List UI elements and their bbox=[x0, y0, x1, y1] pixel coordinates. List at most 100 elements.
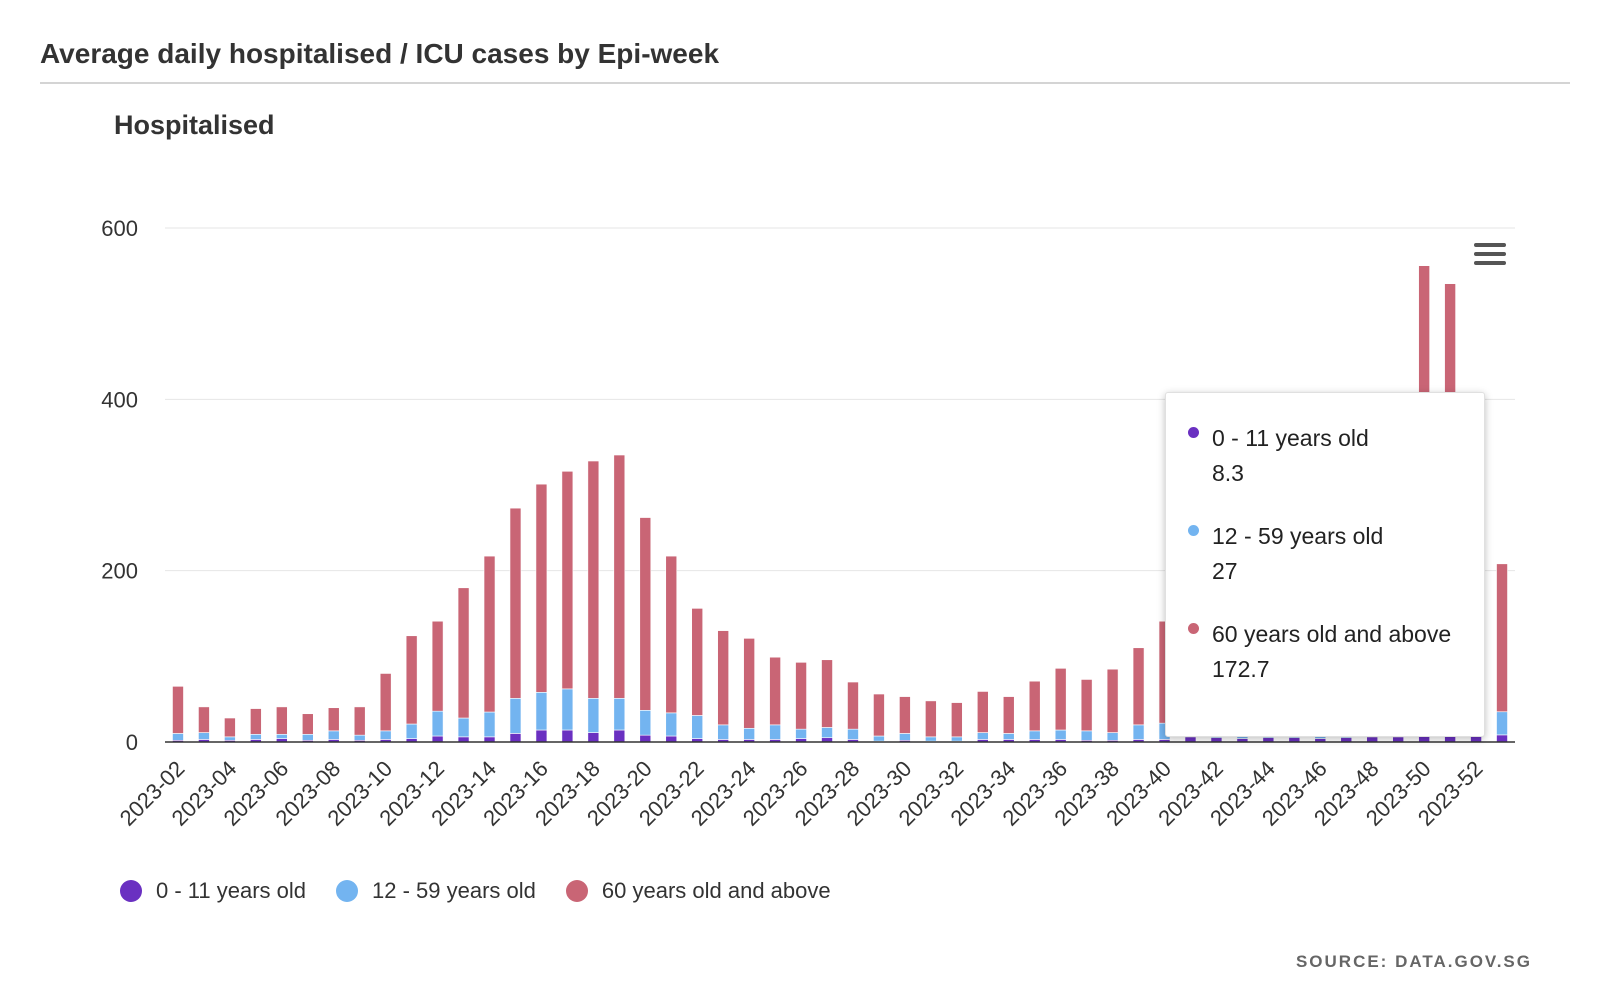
bar-2023-29-series-2 bbox=[873, 693, 885, 737]
bar-2023-13-series-1 bbox=[457, 717, 470, 738]
bar-2023-08-series-1 bbox=[327, 730, 340, 740]
bar-2023-20-series-1 bbox=[639, 710, 652, 736]
hamburger-menu-icon[interactable] bbox=[1474, 243, 1506, 269]
bar-2023-53-series-2 bbox=[1496, 563, 1508, 713]
bar-2023-31-series-1 bbox=[925, 736, 937, 742]
bar-2023-09-series-1 bbox=[353, 734, 366, 741]
legend-item-60-above[interactable]: 60 years old and above bbox=[565, 878, 831, 904]
bar-2023-11-series-2 bbox=[405, 635, 418, 725]
bar-2023-02-series-1 bbox=[172, 733, 184, 741]
bar-2023-20-series-2 bbox=[639, 517, 652, 711]
bar-2023-27-series-2 bbox=[821, 659, 833, 728]
bar-2023-05-series-2 bbox=[250, 708, 262, 735]
bar-2023-18-series-1 bbox=[587, 698, 600, 733]
y-tick-label: 600 bbox=[101, 216, 138, 241]
bar-2023-03-series-2 bbox=[198, 706, 210, 733]
bar-2023-39-series-1 bbox=[1132, 724, 1145, 740]
bar-2023-29-series-1 bbox=[873, 735, 885, 742]
bar-2023-22-series-1 bbox=[691, 715, 704, 739]
tooltip-item-0-11: 0 - 11 years old 8.3 bbox=[1188, 421, 1484, 491]
bar-2023-09-series-2 bbox=[353, 706, 366, 736]
bar-2023-37-series-2 bbox=[1080, 679, 1093, 732]
bar-2023-16-series-0 bbox=[535, 729, 548, 743]
y-tick-label: 200 bbox=[101, 559, 138, 584]
bar-2023-17-series-1 bbox=[561, 688, 574, 731]
tooltip-dot-0-11 bbox=[1188, 427, 1199, 438]
bar-2023-38-series-1 bbox=[1106, 732, 1119, 741]
y-tick-label: 400 bbox=[101, 387, 138, 412]
tooltip-item-60-above: 60 years old and above 172.7 bbox=[1188, 617, 1484, 687]
bar-2023-34-series-1 bbox=[1002, 733, 1015, 740]
bar-2023-48-series-0 bbox=[1366, 736, 1379, 743]
tooltip-label: 60 years old and above bbox=[1212, 621, 1452, 647]
bar-2023-14-series-2 bbox=[483, 555, 496, 713]
y-axis: 0 200 400 600 bbox=[101, 216, 138, 755]
bar-2023-53-series-1 bbox=[1496, 711, 1508, 736]
legend-item-12-59[interactable]: 12 - 59 years old bbox=[336, 878, 536, 904]
x-axis: 2023-022023-042023-062023-082023-102023-… bbox=[115, 741, 1515, 831]
bar-2023-11-series-1 bbox=[405, 723, 418, 739]
bar-2023-41-series-0 bbox=[1184, 736, 1197, 743]
bar-2023-13-series-2 bbox=[457, 587, 470, 719]
bar-2023-06-series-1 bbox=[276, 733, 288, 739]
bar-2023-14-series-0 bbox=[483, 736, 496, 743]
bar-2023-02-series-2 bbox=[172, 686, 184, 734]
bar-2023-37-series-1 bbox=[1080, 730, 1093, 741]
bar-2023-15-series-2 bbox=[509, 507, 522, 699]
bar-2023-36-series-1 bbox=[1054, 729, 1067, 740]
bar-2023-12-series-1 bbox=[431, 710, 444, 737]
bar-2023-34-series-2 bbox=[1002, 696, 1015, 734]
tooltip-value: 172.7 bbox=[1212, 656, 1270, 682]
bar-2023-22-series-2 bbox=[691, 608, 704, 716]
source-credit: SOURCE: DATA.GOV.SG bbox=[1295, 952, 1532, 971]
bar-2023-13-series-0 bbox=[457, 736, 470, 743]
bar-2023-23-series-2 bbox=[717, 630, 729, 726]
bar-2023-36-series-2 bbox=[1054, 668, 1067, 731]
bar-2023-21-series-0 bbox=[665, 735, 678, 743]
bar-2023-10-series-2 bbox=[379, 673, 392, 732]
bar-2023-20-series-0 bbox=[639, 734, 652, 743]
legend-label: 0 - 11 years old bbox=[156, 878, 307, 903]
chart-subtitle: Hospitalised bbox=[114, 110, 275, 140]
bar-2023-19-series-1 bbox=[613, 698, 626, 731]
bar-2023-21-series-2 bbox=[665, 555, 678, 714]
tooltip-value: 8.3 bbox=[1212, 460, 1244, 486]
legend-dot-12-59 bbox=[336, 880, 359, 902]
bar-2023-19-series-0 bbox=[613, 729, 626, 743]
bar-2023-08-series-2 bbox=[327, 707, 340, 732]
bar-2023-03-series-1 bbox=[198, 732, 210, 740]
legend-dot-60-above bbox=[565, 880, 588, 902]
legend-label: 60 years old and above bbox=[601, 878, 831, 903]
bar-2023-07-series-2 bbox=[301, 713, 314, 735]
bar-2023-17-series-2 bbox=[561, 470, 574, 690]
bar-2023-04-series-1 bbox=[224, 736, 236, 741]
tooltip: 0 - 11 years old 8.3 12 - 59 years old 2… bbox=[1165, 392, 1485, 737]
bar-2023-17-series-0 bbox=[561, 729, 574, 743]
bar-2023-25-series-1 bbox=[769, 724, 781, 740]
bar-2023-31-series-2 bbox=[925, 700, 937, 738]
bar-2023-18-series-0 bbox=[587, 732, 600, 743]
bar-2023-18-series-2 bbox=[587, 460, 600, 699]
y-tick-label: 0 bbox=[126, 730, 138, 755]
legend-label: 12 - 59 years old bbox=[372, 878, 536, 903]
bar-2023-25-series-2 bbox=[769, 656, 781, 726]
tooltip-dot-12-59 bbox=[1188, 525, 1199, 536]
legend-item-0-11[interactable]: 0 - 11 years old bbox=[120, 878, 306, 904]
bar-2023-38-series-2 bbox=[1106, 668, 1119, 733]
bar-2023-07-series-1 bbox=[301, 733, 314, 741]
bar-2023-15-series-0 bbox=[509, 733, 522, 743]
bar-2023-14-series-1 bbox=[483, 711, 496, 738]
bar-2023-53-series-0 bbox=[1496, 734, 1508, 743]
bar-2023-12-series-0 bbox=[431, 735, 444, 743]
bar-2023-30-series-2 bbox=[899, 696, 911, 734]
bar-2023-16-series-2 bbox=[535, 483, 548, 693]
bar-2023-05-series-1 bbox=[250, 733, 262, 740]
bar-2023-32-series-2 bbox=[951, 702, 963, 738]
bar-2023-04-series-2 bbox=[224, 717, 236, 738]
bar-2023-26-series-2 bbox=[795, 662, 807, 730]
bar-2023-49-series-0 bbox=[1392, 736, 1404, 743]
tooltip-dot-60-above bbox=[1188, 623, 1199, 634]
bar-2023-35-series-2 bbox=[1028, 680, 1041, 732]
bar-2023-16-series-1 bbox=[535, 692, 548, 731]
page-title: Average daily hospitalised / ICU cases b… bbox=[40, 38, 720, 69]
